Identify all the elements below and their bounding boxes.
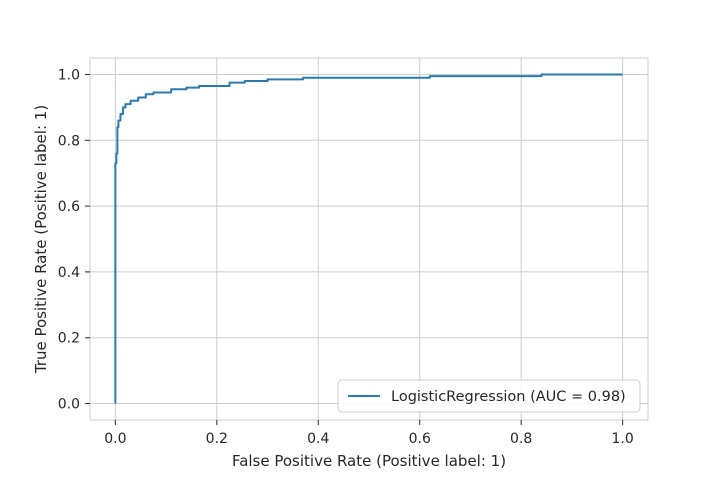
series: [114, 73, 623, 404]
roc-curve-line: [114, 73, 623, 404]
x-axis-label: False Positive Rate (Positive label: 1): [232, 452, 506, 470]
y-tick-label: 0.8: [58, 133, 80, 149]
y-tick-label: 0.6: [58, 199, 80, 215]
legend-box: [337, 379, 641, 413]
grid: [90, 58, 648, 420]
y-tick-label: 1.0: [58, 67, 80, 83]
x-tick-label: 0.0: [104, 431, 126, 447]
y-tick-label: 0.2: [58, 331, 80, 347]
legend-label: LogisticRegression (AUC = 0.98): [391, 389, 626, 405]
x-tick-label: 0.8: [510, 431, 532, 447]
y-axis-label: True Positive Rate (Positive label: 1): [32, 105, 50, 374]
x-tick-label: 0.6: [409, 431, 431, 447]
y-tick-label: 0.4: [58, 265, 80, 281]
y-tick-label: 0.0: [58, 397, 80, 413]
x-tick-label: 0.2: [206, 431, 228, 447]
x-tick-label: 0.4: [307, 431, 329, 447]
legend: LogisticRegression (AUC = 0.98): [337, 379, 641, 413]
x-tick-label: 1.0: [612, 431, 634, 447]
plot-frame: [89, 57, 649, 421]
axis-ticks: 0.0 0.2 0.4 0.6 0.8 1.0 0.0 0.2 0.4 0.6 0.8 1.0: [58, 67, 634, 447]
